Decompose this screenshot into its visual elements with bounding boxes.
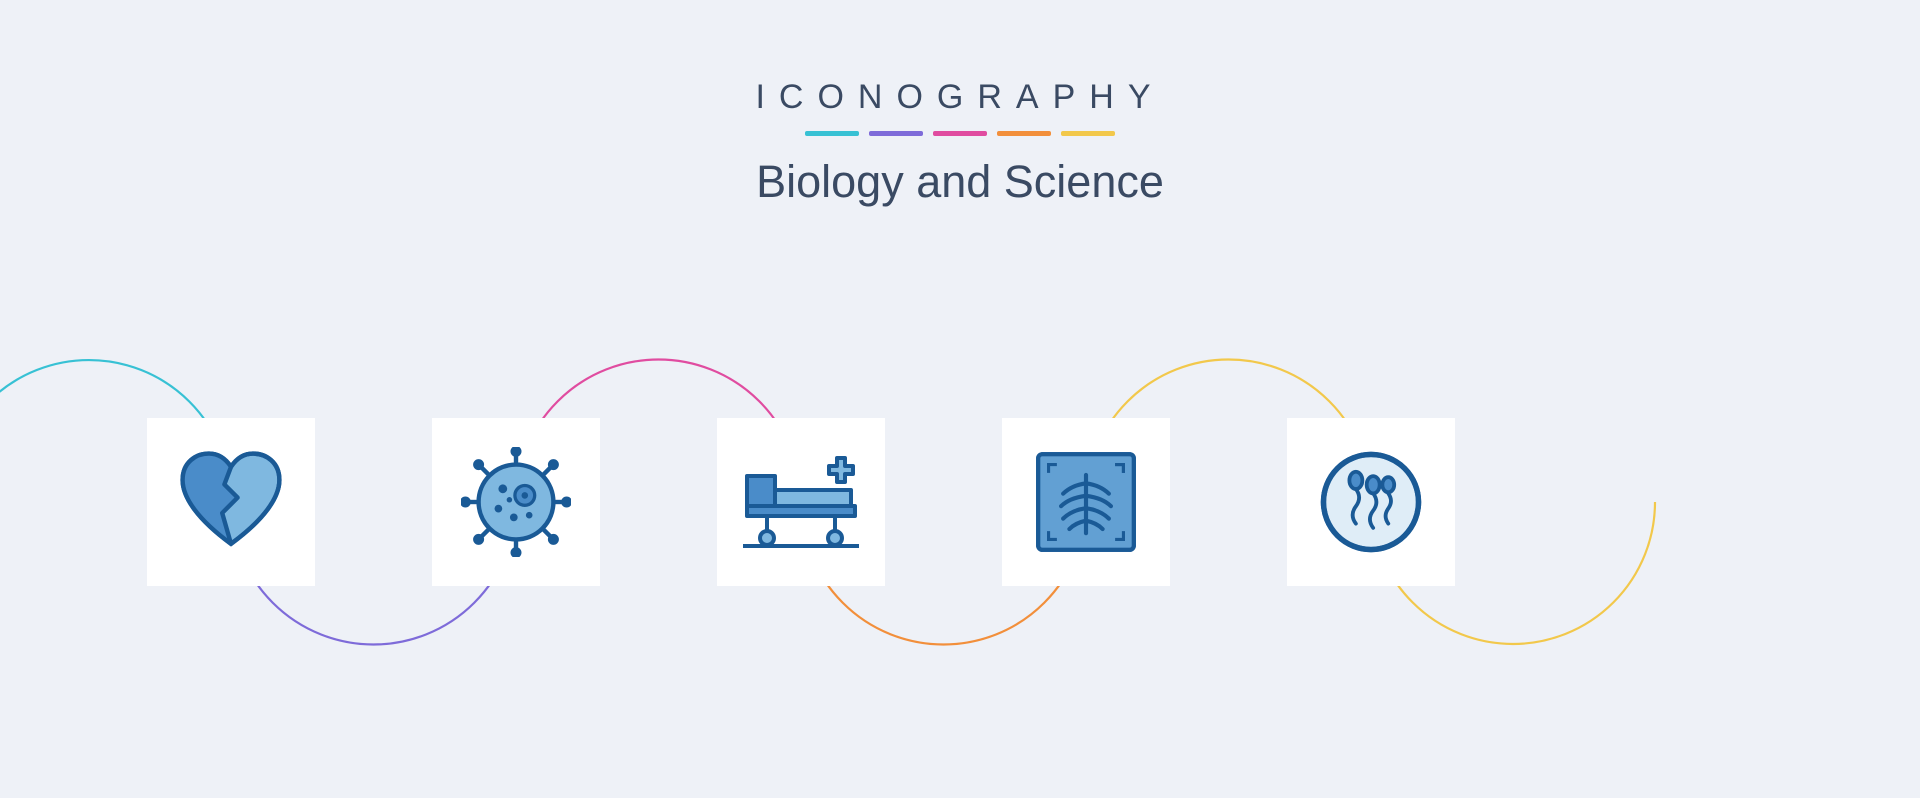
brand-title: ICONOGRAPHY (0, 78, 1920, 117)
tile-virus (432, 418, 600, 586)
tile-heart (147, 418, 315, 586)
tile-sperm (1287, 418, 1455, 586)
accent-bar-4 (997, 131, 1051, 136)
accent-bar-5 (1061, 131, 1115, 136)
accent-bar-1 (805, 131, 859, 136)
accent-row (0, 131, 1920, 136)
accent-bar-2 (869, 131, 923, 136)
hospital-bed-icon (741, 447, 861, 557)
subtitle: Biology and Science (0, 156, 1920, 208)
accent-bar-3 (933, 131, 987, 136)
header: ICONOGRAPHY Biology and Science (0, 0, 1920, 208)
tile-bed (717, 418, 885, 586)
xray-icon (1034, 450, 1138, 554)
virus-icon (461, 447, 571, 557)
fertility-icon (1317, 448, 1425, 556)
tile-xray (1002, 418, 1170, 586)
broken-heart-icon (176, 447, 286, 557)
